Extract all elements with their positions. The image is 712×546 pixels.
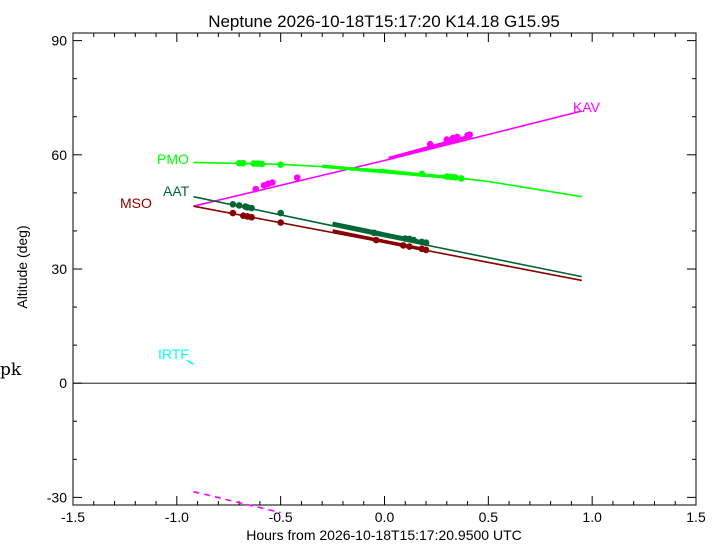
data-point-mso bbox=[248, 213, 255, 221]
data-point-aat bbox=[229, 200, 237, 208]
x-tick-label: -1.5 bbox=[61, 509, 85, 525]
dashed-below-horizon-line bbox=[193, 490, 281, 514]
series-label-irtf: IRTF bbox=[158, 346, 189, 362]
data-point-mso bbox=[422, 246, 430, 254]
series-label-pmo: PMO bbox=[157, 151, 189, 167]
data-point-aat bbox=[248, 204, 255, 212]
plot-frame bbox=[72, 32, 697, 506]
series-line-irtf bbox=[186, 359, 194, 365]
series-label-kav: KAV bbox=[573, 99, 601, 115]
y-tick-label: -30 bbox=[47, 489, 67, 505]
data-point-aat bbox=[410, 236, 417, 244]
data-point-kav bbox=[453, 133, 461, 141]
x-axis-label: Hours from 2026-10-18T15:17:20.9500 UTC bbox=[246, 527, 521, 543]
data-point-kav bbox=[466, 131, 473, 138]
x-tick-label: 0.0 bbox=[375, 509, 395, 525]
y-tick-label: 90 bbox=[51, 33, 67, 49]
data-point-mso bbox=[399, 242, 407, 249]
y-tick-label: 30 bbox=[51, 261, 67, 277]
series-bold-segment-pmo bbox=[322, 164, 462, 181]
series-line-kav bbox=[193, 110, 582, 207]
x-tick-label: 0.5 bbox=[479, 509, 499, 525]
data-point-pmo bbox=[418, 170, 426, 178]
x-tick-label: -1.0 bbox=[165, 509, 189, 525]
chart-title: Neptune 2026-10-18T15:17:20 K14.18 G15.9… bbox=[208, 12, 560, 31]
data-point-mso bbox=[277, 219, 284, 226]
data-point-pmo bbox=[277, 161, 284, 169]
data-point-mso bbox=[229, 209, 237, 217]
data-point-aat bbox=[235, 202, 243, 209]
data-point-aat bbox=[277, 209, 284, 217]
y-tick-label: 0 bbox=[59, 375, 67, 391]
series-lines bbox=[186, 110, 582, 514]
clipped-edge-text: pk bbox=[0, 360, 22, 380]
series-labels: KAV PMO AAT MSO IRTF bbox=[120, 99, 601, 362]
data-point-mso bbox=[372, 236, 380, 244]
y-axis-label: Altitude (deg) bbox=[14, 225, 30, 308]
data-point-kav bbox=[252, 185, 260, 193]
data-point-pmo bbox=[239, 159, 247, 167]
x-tick-label: 1.0 bbox=[582, 509, 602, 525]
data-point-kav bbox=[426, 140, 434, 148]
data-point-kav bbox=[293, 174, 301, 181]
data-point-mso bbox=[406, 243, 413, 250]
data-point-aat bbox=[422, 239, 430, 247]
y-tick-label: 60 bbox=[51, 147, 67, 163]
axes: -1.5 -1.0 -0.5 0.0 0.5 1.0 1.5 -30 0 30 60 90 bbox=[47, 32, 706, 525]
x-tick-label: -0.5 bbox=[269, 509, 293, 525]
series-line-aat bbox=[193, 195, 582, 278]
data-point-pmo bbox=[258, 160, 266, 168]
data-point-aat bbox=[370, 229, 378, 237]
series-label-mso: MSO bbox=[120, 195, 152, 211]
series-label-aat: AAT bbox=[163, 183, 190, 199]
data-point-pmo bbox=[458, 175, 465, 182]
x-tick-label: 1.5 bbox=[686, 509, 706, 525]
data-point-kav bbox=[269, 179, 276, 186]
data-point-kav bbox=[443, 136, 451, 143]
data-point-pmo bbox=[451, 173, 459, 181]
